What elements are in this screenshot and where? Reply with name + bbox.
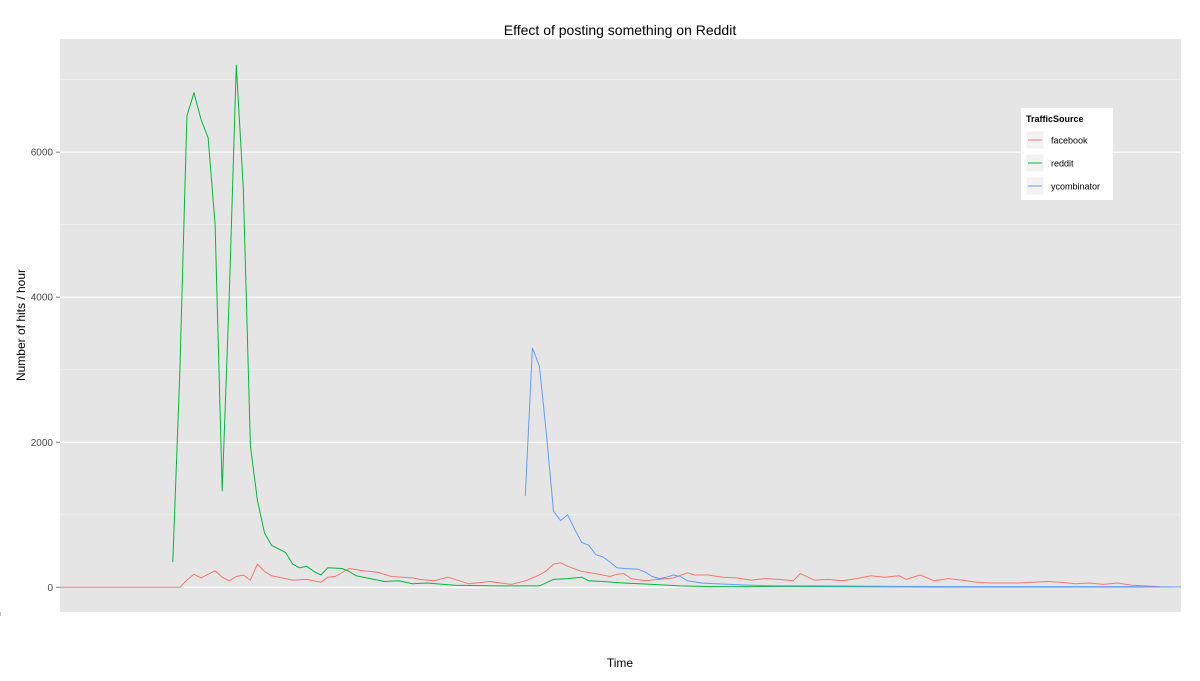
chart-title: Effect of posting something on Reddit: [504, 22, 737, 38]
y-tick-label: 0: [47, 583, 53, 594]
series-lines: [60, 64, 1182, 588]
series-line-reddit: [172, 64, 1174, 588]
major-gridlines: [0, 39, 1181, 612]
y-axis: 0 2000 4000 6000: [31, 148, 60, 594]
x-axis-title: Time: [607, 656, 634, 670]
legend-title: TrafficSource: [1026, 114, 1084, 124]
y-tick-label: 6000: [31, 148, 54, 159]
series-line-ycombinator: [524, 347, 1182, 588]
legend: TrafficSource facebook reddit ycombinator: [1021, 108, 1113, 200]
legend-label-facebook: facebook: [1051, 136, 1088, 146]
minor-gridlines: [60, 79, 1181, 516]
series-line-facebook: [60, 562, 1160, 588]
y-tick-label: 2000: [31, 438, 54, 449]
legend-label-reddit: reddit: [1051, 159, 1074, 169]
y-tick-label: 4000: [31, 293, 54, 304]
legend-items: facebook reddit ycombinator: [1025, 130, 1100, 196]
y-axis-title: Number of hits / hour: [14, 269, 28, 381]
legend-label-ycombinator: ycombinator: [1051, 182, 1100, 192]
